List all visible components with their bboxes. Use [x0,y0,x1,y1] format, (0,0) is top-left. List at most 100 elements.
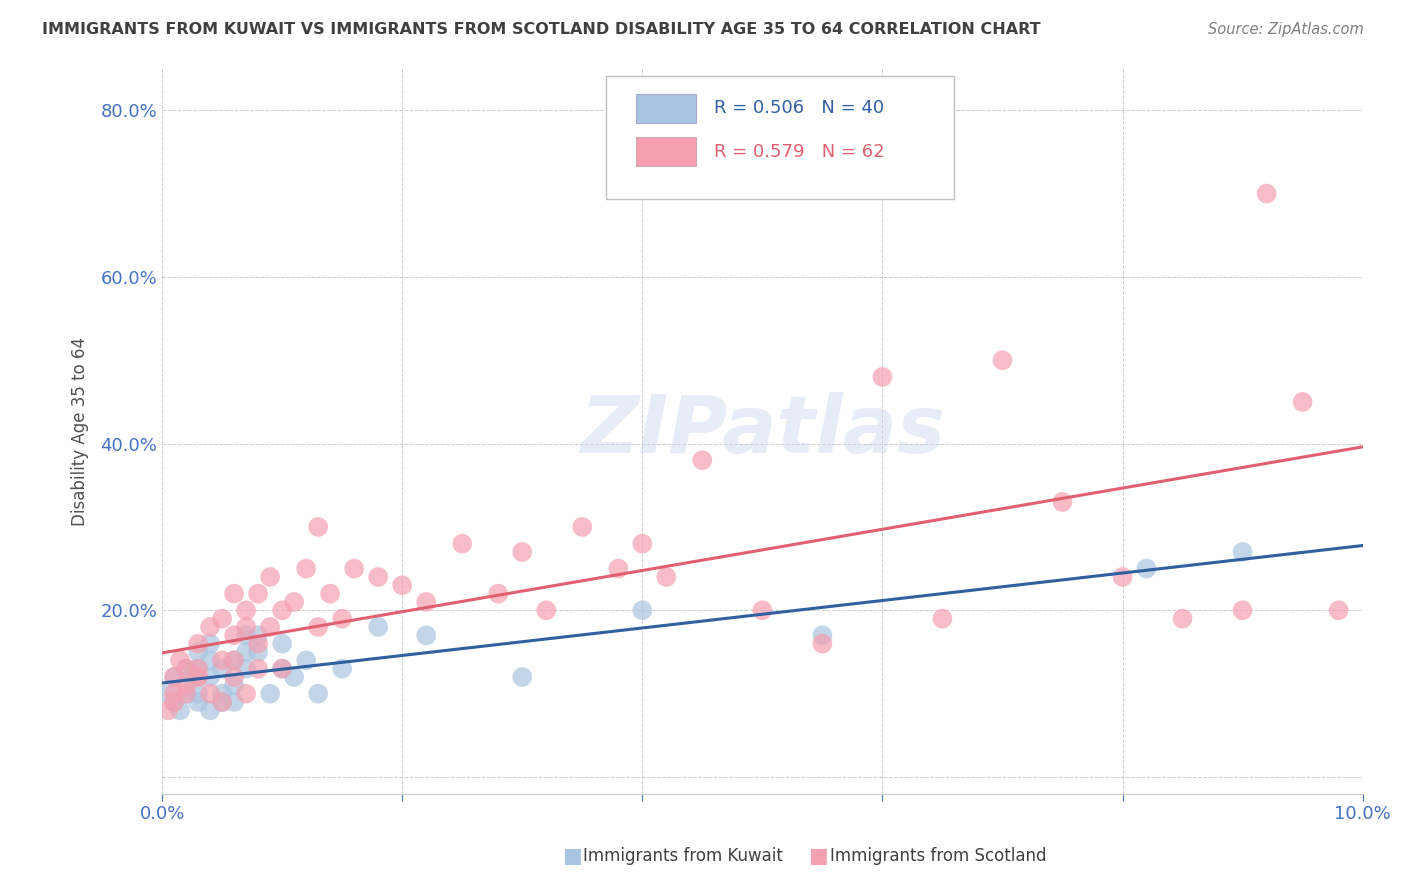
Point [198,620,221,634]
Point [510,670,533,684]
Point [307,520,329,534]
Point [174,678,197,692]
Point [174,662,197,676]
Point [931,612,953,626]
Point [307,687,329,701]
Point [224,653,246,667]
Point [1256,186,1278,201]
Point [211,662,233,676]
Point [224,628,246,642]
Point [224,695,246,709]
Point [235,687,257,701]
Y-axis label: Disability Age 35 to 64: Disability Age 35 to 64 [72,336,89,525]
Point [811,628,834,642]
FancyBboxPatch shape [606,76,955,199]
Text: ■: ■ [562,847,582,866]
Text: ZIPatlas: ZIPatlas [579,392,945,470]
Text: Immigrants from Kuwait: Immigrants from Kuwait [583,847,783,865]
Text: Source: ZipAtlas.com: Source: ZipAtlas.com [1208,22,1364,37]
Point [224,670,246,684]
Point [415,595,437,609]
Point [271,662,294,676]
Point [1135,561,1157,575]
Point [198,637,221,651]
Point [367,620,389,634]
FancyBboxPatch shape [637,94,696,123]
Point [295,653,318,667]
Text: R = 0.579   N = 62: R = 0.579 N = 62 [714,143,884,161]
FancyBboxPatch shape [637,137,696,167]
Point [187,662,209,676]
Point [751,603,773,617]
Point [163,670,186,684]
Point [872,370,894,384]
Point [247,662,270,676]
Text: ■: ■ [808,847,828,866]
Point [163,695,186,709]
Point [163,687,186,701]
Point [607,561,630,575]
Point [283,670,305,684]
Point [187,670,209,684]
Point [811,637,834,651]
Point [991,353,1014,368]
Point [631,603,654,617]
Point [198,703,221,717]
Point [1291,395,1313,409]
Point [181,670,204,684]
Point [271,637,294,651]
Point [187,670,209,684]
Point [157,687,180,701]
Point [174,662,197,676]
Point [247,637,270,651]
Point [259,620,281,634]
Point [247,645,270,659]
Point [235,603,257,617]
Point [1111,570,1133,584]
Point [235,628,257,642]
Point [319,587,342,601]
Point [169,653,191,667]
Point [259,570,281,584]
Point [174,687,197,701]
Point [169,703,191,717]
Point [510,545,533,559]
Point [247,628,270,642]
Point [631,536,654,550]
Point [187,645,209,659]
Point [1327,603,1350,617]
Point [211,695,233,709]
Point [271,662,294,676]
Point [235,662,257,676]
Point [211,695,233,709]
Point [211,612,233,626]
Point [163,695,186,709]
Point [391,578,413,592]
Point [211,687,233,701]
Point [692,453,714,467]
Point [1232,603,1254,617]
Point [157,703,180,717]
Point [343,561,366,575]
Point [1232,545,1254,559]
Point [415,628,437,642]
Point [247,587,270,601]
Point [1171,612,1194,626]
Point [187,637,209,651]
Point [174,687,197,701]
Point [283,595,305,609]
Point [259,687,281,701]
Point [235,620,257,634]
Point [367,570,389,584]
Point [224,587,246,601]
Point [486,587,509,601]
Point [655,570,678,584]
Point [235,645,257,659]
Point [224,653,246,667]
Point [330,662,353,676]
Point [198,670,221,684]
Point [187,687,209,701]
Point [198,653,221,667]
Point [224,678,246,692]
Text: IMMIGRANTS FROM KUWAIT VS IMMIGRANTS FROM SCOTLAND DISABILITY AGE 35 TO 64 CORRE: IMMIGRANTS FROM KUWAIT VS IMMIGRANTS FRO… [42,22,1040,37]
